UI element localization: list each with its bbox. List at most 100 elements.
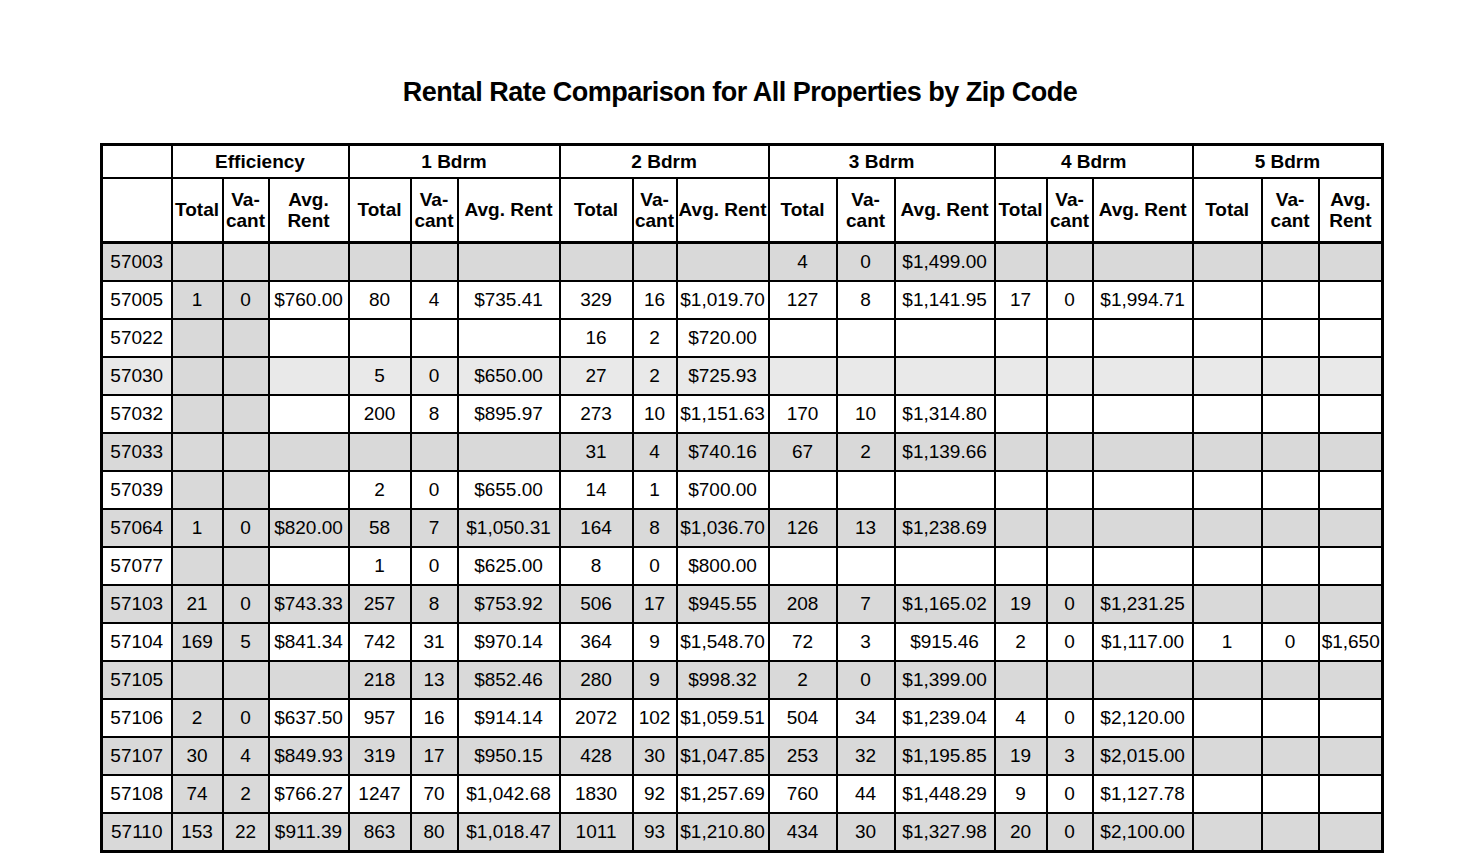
data-cell: $2,100.00 xyxy=(1093,813,1193,852)
group-header-row: Efficiency1 Bdrm2 Bdrm3 Bdrm4 Bdrm5 Bdrm xyxy=(102,145,1383,179)
data-cell xyxy=(1093,661,1193,699)
data-cell xyxy=(1193,775,1262,813)
data-cell: 1011 xyxy=(560,813,633,852)
table-row: 5703050$650.00272$725.93 xyxy=(102,357,1383,395)
data-cell xyxy=(1193,281,1262,319)
data-cell xyxy=(1319,547,1383,585)
data-cell: $2,015.00 xyxy=(1093,737,1193,775)
data-cell xyxy=(1319,433,1383,471)
data-cell xyxy=(269,357,349,395)
data-cell: 434 xyxy=(769,813,837,852)
table-body: 5700340$1,499.005700510$760.00804$735.41… xyxy=(102,243,1383,852)
data-cell: $1,059.51 xyxy=(677,699,769,737)
data-cell xyxy=(1047,509,1093,547)
data-cell xyxy=(1262,471,1319,509)
data-cell xyxy=(172,547,223,585)
data-cell: 364 xyxy=(560,623,633,661)
data-cell xyxy=(1047,661,1093,699)
data-cell: 16 xyxy=(560,319,633,357)
group-header: Efficiency xyxy=(172,145,349,179)
data-cell: 208 xyxy=(769,585,837,623)
data-cell: 92 xyxy=(633,775,677,813)
data-cell xyxy=(172,357,223,395)
zip-code-cell: 57077 xyxy=(102,547,172,585)
data-cell: 7 xyxy=(837,585,895,623)
data-cell xyxy=(1193,433,1262,471)
zip-code-cell: 57108 xyxy=(102,775,172,813)
data-cell: 0 xyxy=(1047,585,1093,623)
data-cell xyxy=(1093,433,1193,471)
zip-code-cell: 57106 xyxy=(102,699,172,737)
data-cell: 70 xyxy=(411,775,458,813)
zip-code-cell: 57104 xyxy=(102,623,172,661)
data-cell: 31 xyxy=(560,433,633,471)
data-cell: 74 xyxy=(172,775,223,813)
column-header: Avg. Rent xyxy=(677,178,769,243)
data-cell xyxy=(1319,319,1383,357)
data-cell: $914.14 xyxy=(458,699,560,737)
data-cell xyxy=(995,319,1047,357)
zip-code-cell: 57033 xyxy=(102,433,172,471)
table-row: 57022162$720.00 xyxy=(102,319,1383,357)
data-cell: 760 xyxy=(769,775,837,813)
data-cell xyxy=(1319,243,1383,282)
data-cell: 16 xyxy=(411,699,458,737)
data-cell: $911.39 xyxy=(269,813,349,852)
data-cell xyxy=(1262,661,1319,699)
data-cell xyxy=(769,319,837,357)
column-header: Avg. Rent xyxy=(458,178,560,243)
column-header: Va- cant xyxy=(223,178,269,243)
corner-cell xyxy=(102,145,172,179)
data-cell xyxy=(1262,775,1319,813)
data-cell: $735.41 xyxy=(458,281,560,319)
column-header: Avg. Rent xyxy=(1319,178,1383,243)
data-cell xyxy=(769,547,837,585)
data-cell: 13 xyxy=(837,509,895,547)
data-cell: 2 xyxy=(633,357,677,395)
data-cell: 4 xyxy=(769,243,837,282)
data-cell: 10 xyxy=(837,395,895,433)
data-cell: 19 xyxy=(995,737,1047,775)
data-cell: 8 xyxy=(411,585,458,623)
data-cell: 863 xyxy=(349,813,411,852)
data-cell xyxy=(1047,471,1093,509)
data-cell xyxy=(1319,357,1383,395)
data-cell: 34 xyxy=(837,699,895,737)
data-cell: 80 xyxy=(411,813,458,852)
group-header: 2 Bdrm xyxy=(560,145,769,179)
data-cell xyxy=(1319,395,1383,433)
column-header: Total xyxy=(172,178,223,243)
data-cell xyxy=(1193,319,1262,357)
data-cell: 31 xyxy=(411,623,458,661)
data-cell: 742 xyxy=(349,623,411,661)
data-cell: 126 xyxy=(769,509,837,547)
data-cell xyxy=(1262,357,1319,395)
data-cell: 2 xyxy=(995,623,1047,661)
data-cell: 17 xyxy=(995,281,1047,319)
data-cell xyxy=(995,433,1047,471)
table-row: 5700510$760.00804$735.4132916$1,019.7012… xyxy=(102,281,1383,319)
data-cell xyxy=(1047,319,1093,357)
data-cell: 8 xyxy=(837,281,895,319)
data-cell: 257 xyxy=(349,585,411,623)
data-cell xyxy=(349,243,411,282)
data-cell: $2,120.00 xyxy=(1093,699,1193,737)
data-cell xyxy=(269,547,349,585)
data-cell xyxy=(269,433,349,471)
data-cell: 153 xyxy=(172,813,223,852)
data-cell: 1 xyxy=(1193,623,1262,661)
data-cell: 22 xyxy=(223,813,269,852)
data-cell: $725.93 xyxy=(677,357,769,395)
zip-code-cell: 57032 xyxy=(102,395,172,433)
data-cell: $1,399.00 xyxy=(895,661,995,699)
column-header: Va- cant xyxy=(837,178,895,243)
data-cell xyxy=(1319,661,1383,699)
data-cell: 3 xyxy=(837,623,895,661)
data-cell: 72 xyxy=(769,623,837,661)
table-header: Efficiency1 Bdrm2 Bdrm3 Bdrm4 Bdrm5 Bdrm… xyxy=(102,145,1383,243)
data-cell: $1,047.85 xyxy=(677,737,769,775)
data-cell: 1 xyxy=(349,547,411,585)
data-cell xyxy=(1047,547,1093,585)
data-cell xyxy=(1319,813,1383,852)
data-cell xyxy=(560,243,633,282)
